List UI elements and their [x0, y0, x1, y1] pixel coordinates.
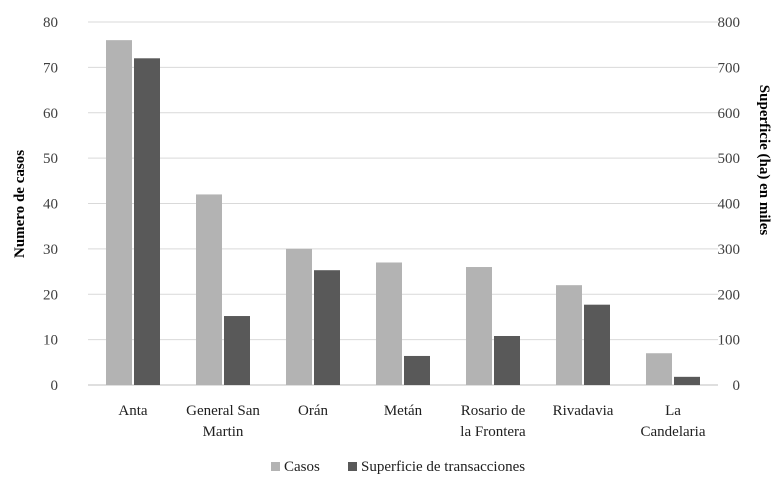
left-tick-label: 70 [43, 60, 58, 76]
left-tick-label: 80 [43, 15, 58, 31]
bar-casos [196, 194, 222, 385]
bar-superficie [404, 355, 430, 385]
right-tick-label: 500 [718, 151, 741, 167]
bar-casos [286, 248, 312, 385]
category-label: Metán [384, 403, 423, 419]
right-tick-label: 300 [718, 242, 741, 258]
legend-label-superficie: Superficie de transacciones [361, 459, 525, 475]
category-label: Rivadavia [553, 403, 614, 419]
legend: Casos Superficie de transacciones [271, 459, 525, 475]
right-tick-label: 200 [718, 287, 741, 303]
left-tick-label: 60 [43, 106, 58, 122]
left-tick-label: 0 [51, 378, 59, 394]
left-tick-label: 20 [43, 287, 58, 303]
bar-superficie [584, 304, 610, 385]
category-labels: Anta General San Martin Orán Metán Rosario de… [118, 403, 705, 440]
legend-swatch-casos [271, 462, 280, 471]
right-tick-label: 100 [718, 333, 741, 349]
right-axis-ticks: 0 100 200 300 400 500 600 700 800 [718, 15, 741, 394]
bar-superficie [314, 270, 340, 385]
category-label: General San Martin [186, 403, 260, 440]
bar-superficie [134, 58, 160, 386]
right-tick-label: 400 [718, 197, 741, 213]
bars [106, 40, 700, 386]
left-tick-label: 40 [43, 197, 58, 213]
left-tick-label: 50 [43, 151, 58, 167]
right-tick-label: 700 [718, 60, 741, 76]
bar-casos [376, 262, 402, 385]
bar-casos [466, 267, 492, 385]
bar-superficie [494, 335, 520, 385]
category-label: Anta [118, 403, 148, 419]
right-axis-title: Superficie (ha) en miles [756, 85, 772, 236]
right-tick-label: 0 [733, 378, 741, 394]
bar-superficie [674, 376, 700, 385]
left-axis-ticks: 0 10 20 30 40 50 60 70 80 [43, 15, 58, 394]
category-label: Rosario de la Frontera [460, 403, 526, 440]
bar-superficie [224, 316, 250, 385]
left-tick-label: 30 [43, 242, 58, 258]
left-tick-label: 10 [43, 333, 58, 349]
gridlines [88, 21, 718, 386]
right-tick-label: 800 [718, 15, 741, 31]
legend-label-casos: Casos [284, 459, 320, 475]
bar-casos [106, 40, 132, 386]
right-tick-label: 600 [718, 106, 741, 122]
bar-casos [646, 353, 672, 385]
category-label: Orán [298, 403, 328, 419]
category-label: La Candelaria [641, 403, 706, 440]
legend-swatch-superficie [348, 462, 357, 471]
bar-casos [556, 285, 582, 385]
left-axis-title: Numero de casos [12, 150, 28, 258]
